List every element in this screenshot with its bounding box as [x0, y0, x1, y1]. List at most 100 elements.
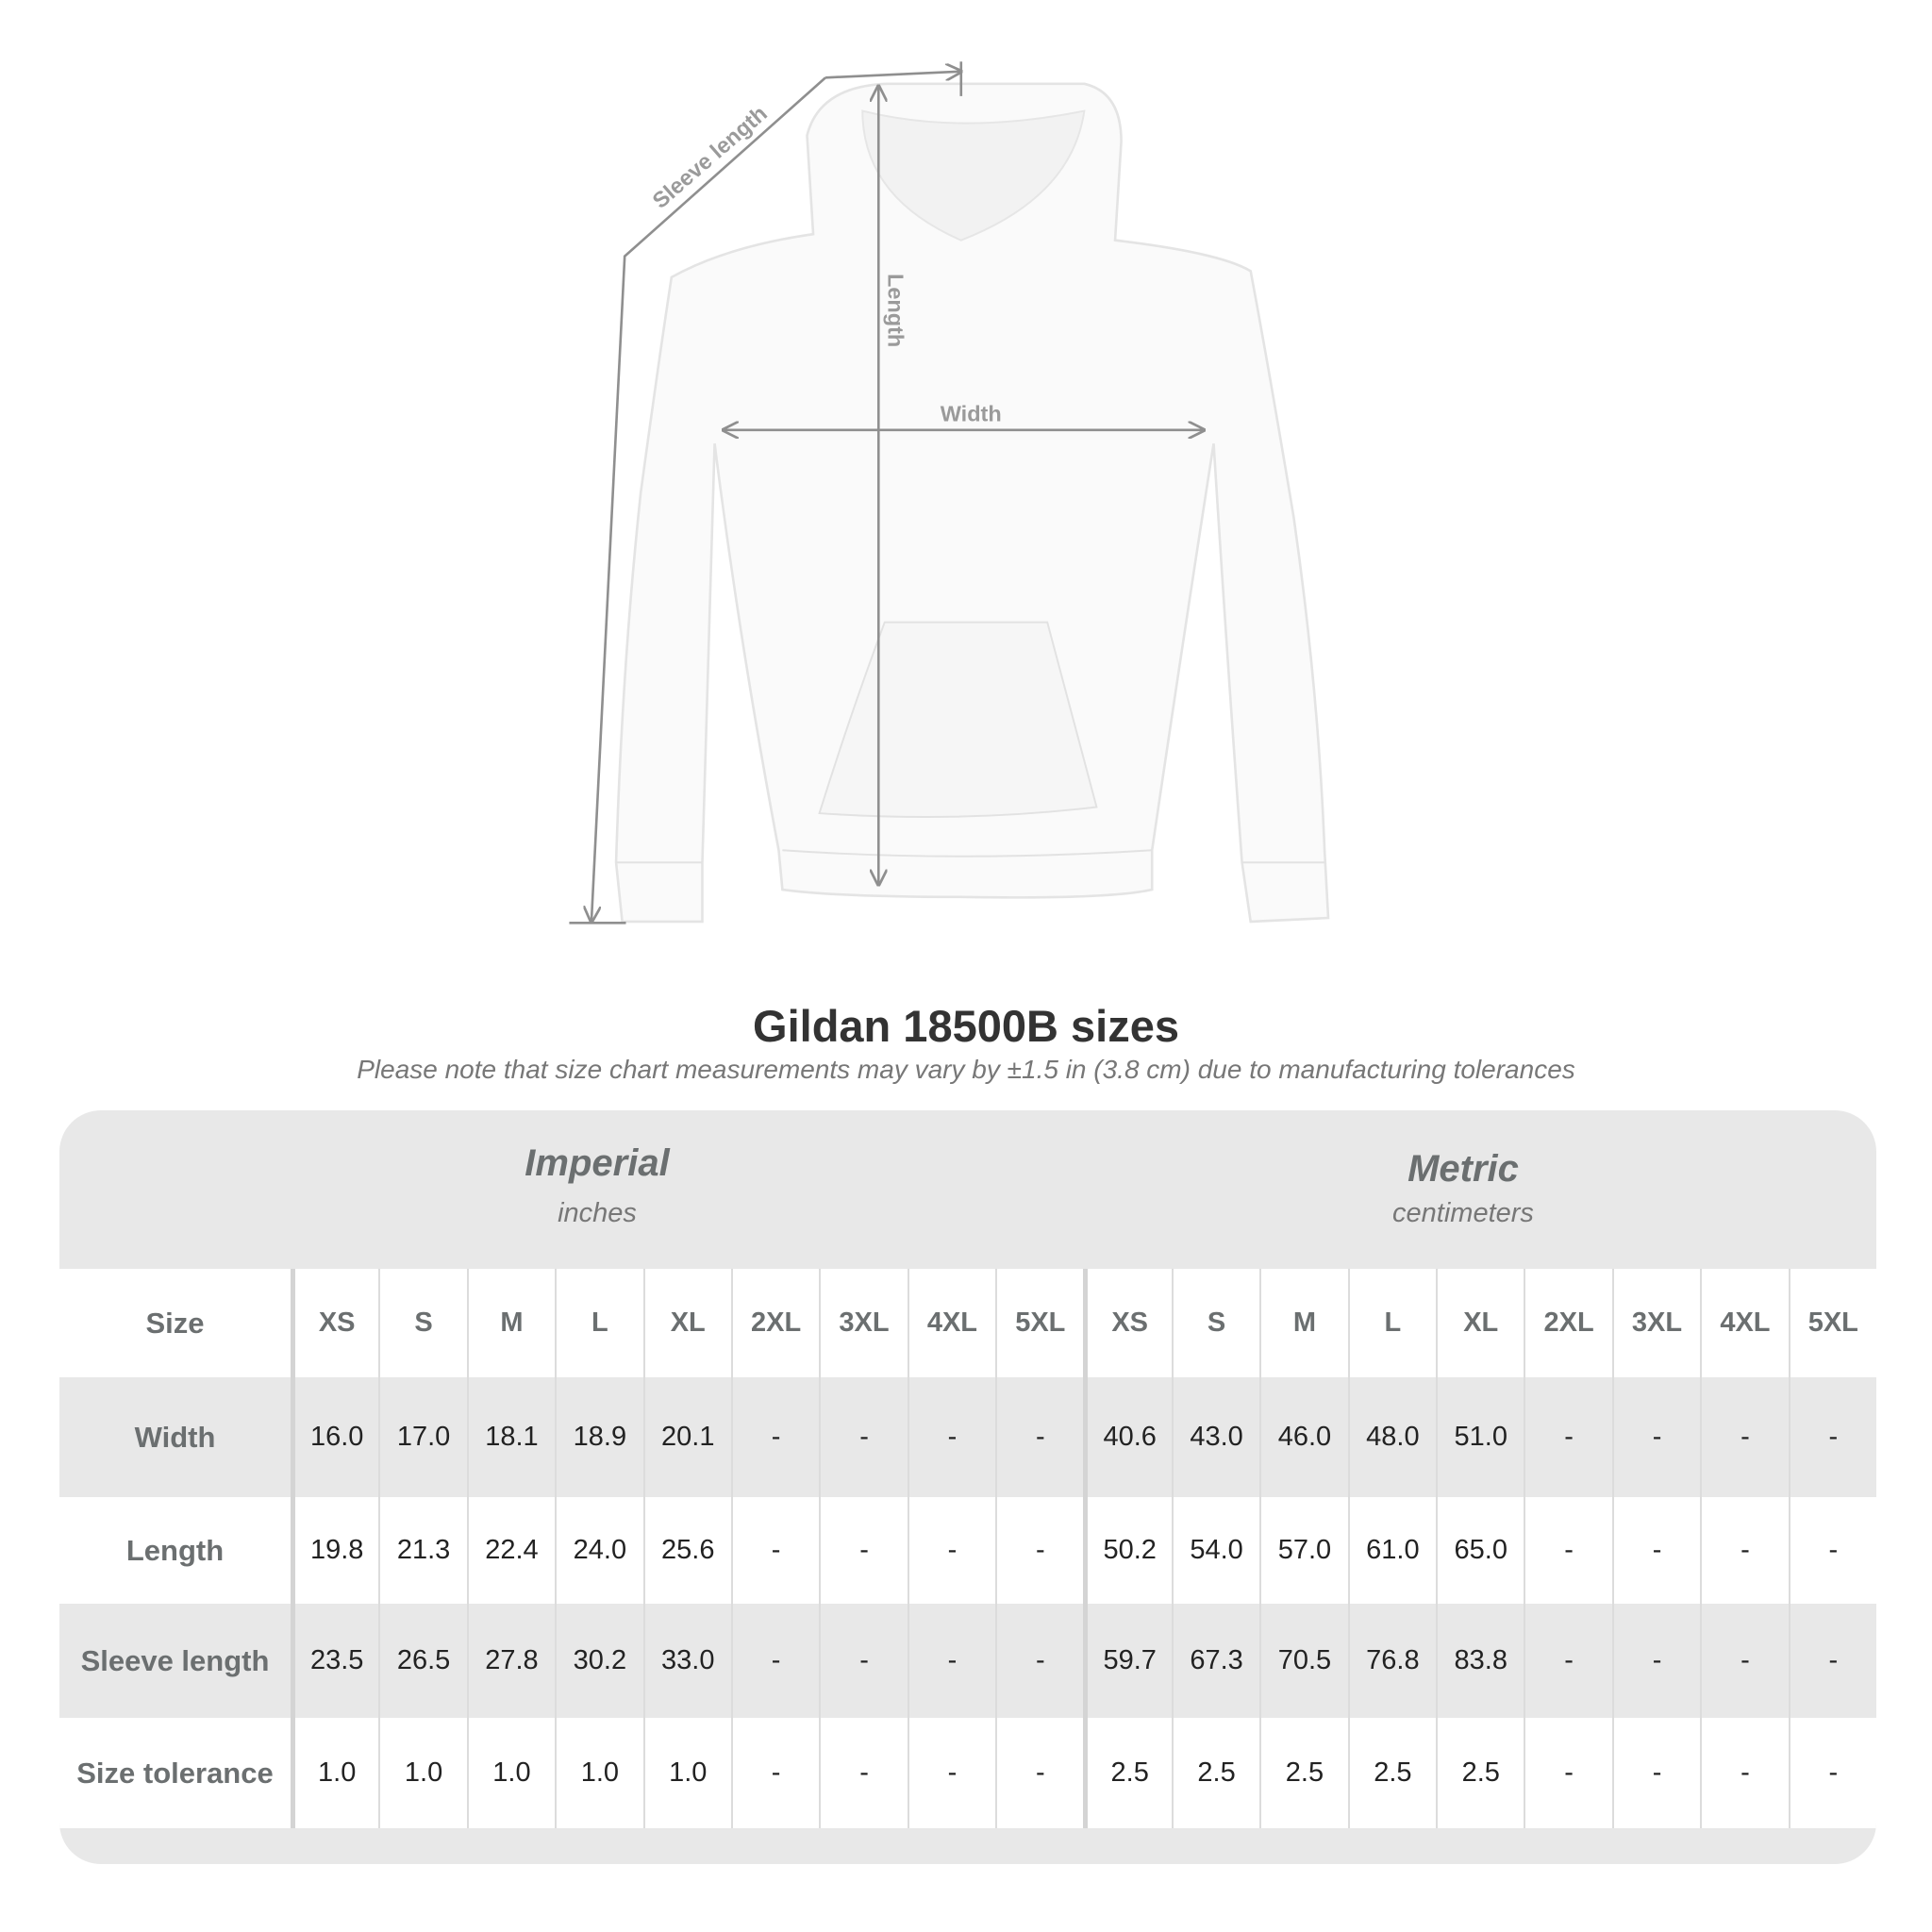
imperial-value-cell: -	[907, 1604, 996, 1718]
metric-value-cell: 40.6	[1083, 1377, 1172, 1497]
metric-value-cell: 2.5	[1436, 1718, 1524, 1828]
size-grid: Size XS S M L XL 2XL 3XL 4XL 5XL XS S M L XL 2XL 3XL 4XL 5…	[59, 1269, 1876, 1828]
imperial-value-cell: 24.0	[555, 1497, 643, 1604]
metric-value-cell: -	[1788, 1604, 1876, 1718]
row-label: Length	[59, 1497, 291, 1604]
metric-size-header-2xl: 2XL	[1524, 1269, 1612, 1377]
metric-size-header-5xl: 5XL	[1788, 1269, 1876, 1377]
imperial-value-cell: 23.5	[291, 1604, 379, 1718]
metric-header: Metric centimeters	[1180, 1148, 1746, 1229]
imperial-value-cell: 25.6	[642, 1497, 731, 1604]
metric-value-cell: 51.0	[1436, 1377, 1524, 1497]
width-label: Width	[941, 402, 1002, 426]
imperial-value-cell: 21.3	[378, 1497, 467, 1604]
imperial-value-cell: -	[995, 1377, 1084, 1497]
imperial-value-cell: 22.4	[466, 1497, 556, 1604]
imperial-value-cell: -	[819, 1718, 908, 1828]
imperial-value-cell: 16.0	[291, 1377, 379, 1497]
imperial-value-cell: 17.0	[378, 1377, 467, 1497]
metric-value-cell: -	[1700, 1718, 1789, 1828]
sleeve-length-label: Sleeve length	[648, 101, 772, 213]
metric-value-cell: -	[1524, 1604, 1612, 1718]
metric-value-cell: 67.3	[1171, 1604, 1260, 1718]
tolerance-note: Please note that size chart measurements…	[357, 1055, 1575, 1084]
metric-size-header-m: M	[1259, 1269, 1348, 1377]
imperial-value-cell: -	[995, 1718, 1084, 1828]
imperial-size-header-m: M	[466, 1269, 556, 1377]
metric-heading: Metric	[1407, 1148, 1519, 1190]
metric-value-cell: -	[1788, 1718, 1876, 1828]
imperial-value-cell: -	[907, 1377, 996, 1497]
metric-size-header-l: L	[1347, 1269, 1437, 1377]
imperial-unit: inches	[558, 1198, 637, 1228]
metric-value-cell: 76.8	[1347, 1604, 1437, 1718]
imperial-value-cell: -	[995, 1604, 1084, 1718]
sleeve-length-measure-line	[569, 61, 960, 924]
metric-value-cell: -	[1788, 1497, 1876, 1604]
page-title: Gildan 18500B sizes	[753, 1001, 1179, 1051]
metric-value-cell: -	[1524, 1377, 1612, 1497]
metric-value-cell: -	[1700, 1377, 1789, 1497]
imperial-heading: Imperial	[525, 1142, 670, 1184]
metric-value-cell: -	[1611, 1377, 1701, 1497]
size-header-label: Size	[59, 1269, 291, 1377]
imperial-value-cell: -	[907, 1497, 996, 1604]
metric-value-cell: -	[1611, 1718, 1701, 1828]
imperial-value-cell: 1.0	[291, 1718, 379, 1828]
row-label: Size tolerance	[59, 1718, 291, 1828]
imperial-size-header-3xl: 3XL	[819, 1269, 908, 1377]
metric-value-cell: 2.5	[1259, 1718, 1348, 1828]
imperial-size-header-2xl: 2XL	[730, 1269, 820, 1377]
metric-size-header-xs: XS	[1083, 1269, 1172, 1377]
metric-size-header-s: S	[1171, 1269, 1260, 1377]
imperial-size-header-xl: XL	[642, 1269, 731, 1377]
imperial-value-cell: -	[730, 1497, 820, 1604]
metric-value-cell: -	[1524, 1497, 1612, 1604]
metric-value-cell: 2.5	[1347, 1718, 1437, 1828]
imperial-header: Imperial inches	[314, 1142, 880, 1229]
metric-value-cell: -	[1700, 1497, 1789, 1604]
imperial-value-cell: -	[995, 1497, 1084, 1604]
row-label: Width	[59, 1377, 291, 1497]
row-label: Sleeve length	[59, 1604, 291, 1718]
metric-size-header-3xl: 3XL	[1611, 1269, 1701, 1377]
imperial-size-header-4xl: 4XL	[907, 1269, 996, 1377]
metric-value-cell: -	[1700, 1604, 1789, 1718]
imperial-value-cell: 33.0	[642, 1604, 731, 1718]
imperial-value-cell: 27.8	[466, 1604, 556, 1718]
metric-value-cell: 59.7	[1083, 1604, 1172, 1718]
imperial-size-header-s: S	[378, 1269, 467, 1377]
metric-value-cell: 57.0	[1259, 1497, 1348, 1604]
metric-value-cell: 54.0	[1171, 1497, 1260, 1604]
imperial-value-cell: -	[730, 1718, 820, 1828]
metric-value-cell: 46.0	[1259, 1377, 1348, 1497]
metric-value-cell: -	[1611, 1604, 1701, 1718]
size-chart-table: Imperial inches Metric centimeters Size X…	[59, 1110, 1876, 1864]
metric-value-cell: 61.0	[1347, 1497, 1437, 1604]
imperial-value-cell: 18.1	[466, 1377, 556, 1497]
hoodie-illustration	[614, 82, 1330, 924]
metric-value-cell: 2.5	[1083, 1718, 1172, 1828]
metric-value-cell: -	[1611, 1497, 1701, 1604]
imperial-value-cell: 19.8	[291, 1497, 379, 1604]
metric-size-header-4xl: 4XL	[1700, 1269, 1789, 1377]
imperial-value-cell: -	[730, 1377, 820, 1497]
imperial-size-header-5xl: 5XL	[995, 1269, 1084, 1377]
imperial-value-cell: 26.5	[378, 1604, 467, 1718]
imperial-value-cell: -	[730, 1604, 820, 1718]
imperial-value-cell: 20.1	[642, 1377, 731, 1497]
imperial-value-cell: 1.0	[466, 1718, 556, 1828]
length-label: Length	[884, 274, 908, 347]
imperial-value-cell: -	[907, 1718, 996, 1828]
imperial-value-cell: 1.0	[378, 1718, 467, 1828]
imperial-value-cell: -	[819, 1377, 908, 1497]
metric-value-cell: 65.0	[1436, 1497, 1524, 1604]
metric-value-cell: -	[1524, 1718, 1612, 1828]
imperial-value-cell: 30.2	[555, 1604, 643, 1718]
imperial-size-header-l: L	[555, 1269, 643, 1377]
metric-unit: centimeters	[1392, 1198, 1534, 1228]
imperial-value-cell: -	[819, 1497, 908, 1604]
metric-value-cell: 70.5	[1259, 1604, 1348, 1718]
metric-value-cell: 43.0	[1171, 1377, 1260, 1497]
metric-value-cell: 83.8	[1436, 1604, 1524, 1718]
